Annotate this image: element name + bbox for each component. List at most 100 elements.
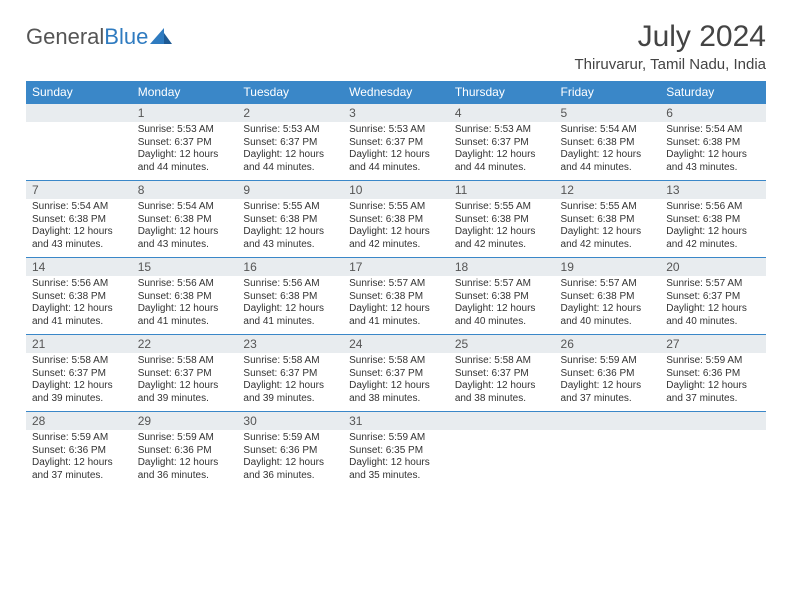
- day-line: Sunrise: 5:53 AM: [349, 124, 443, 137]
- day-content: Sunrise: 5:55 AMSunset: 6:38 PMDaylight:…: [343, 199, 449, 257]
- calendar-day-cell: 2Sunrise: 5:53 AMSunset: 6:37 PMDaylight…: [237, 104, 343, 181]
- day-line: Sunrise: 5:54 AM: [32, 201, 126, 214]
- day-line: Daylight: 12 hours: [666, 149, 760, 162]
- calendar-day-cell: 23Sunrise: 5:58 AMSunset: 6:37 PMDayligh…: [237, 335, 343, 412]
- day-line: Sunset: 6:37 PM: [349, 137, 443, 150]
- day-line: and 42 minutes.: [455, 239, 549, 252]
- day-line: and 43 minutes.: [243, 239, 337, 252]
- day-content: Sunrise: 5:59 AMSunset: 6:36 PMDaylight:…: [132, 430, 238, 488]
- day-line: Sunset: 6:37 PM: [138, 137, 232, 150]
- calendar-day-cell: [449, 412, 555, 489]
- day-number: 28: [26, 412, 132, 430]
- day-line: Sunset: 6:37 PM: [32, 368, 126, 381]
- calendar-day-cell: [26, 104, 132, 181]
- day-line: and 37 minutes.: [32, 470, 126, 483]
- day-line: and 41 minutes.: [138, 316, 232, 329]
- day-line: Sunset: 6:38 PM: [138, 214, 232, 227]
- day-line: and 40 minutes.: [561, 316, 655, 329]
- day-line: and 44 minutes.: [243, 162, 337, 175]
- day-content: Sunrise: 5:57 AMSunset: 6:37 PMDaylight:…: [660, 276, 766, 334]
- day-line: Sunset: 6:38 PM: [138, 291, 232, 304]
- weekday-header: Wednesday: [343, 81, 449, 104]
- day-line: and 43 minutes.: [138, 239, 232, 252]
- day-content: Sunrise: 5:54 AMSunset: 6:38 PMDaylight:…: [660, 122, 766, 180]
- day-line: Sunset: 6:38 PM: [32, 291, 126, 304]
- day-line: Daylight: 12 hours: [561, 226, 655, 239]
- day-line: Daylight: 12 hours: [243, 226, 337, 239]
- day-line: and 37 minutes.: [561, 393, 655, 406]
- calendar-day-cell: 31Sunrise: 5:59 AMSunset: 6:35 PMDayligh…: [343, 412, 449, 489]
- day-number: [660, 412, 766, 430]
- day-line: Daylight: 12 hours: [561, 303, 655, 316]
- weekday-header: Monday: [132, 81, 238, 104]
- day-line: Sunrise: 5:58 AM: [32, 355, 126, 368]
- logo: GeneralBlue: [26, 24, 172, 50]
- day-content: Sunrise: 5:59 AMSunset: 6:36 PMDaylight:…: [237, 430, 343, 488]
- day-line: Daylight: 12 hours: [243, 303, 337, 316]
- calendar-day-cell: 3Sunrise: 5:53 AMSunset: 6:37 PMDaylight…: [343, 104, 449, 181]
- day-line: Daylight: 12 hours: [455, 380, 549, 393]
- day-content: Sunrise: 5:57 AMSunset: 6:38 PMDaylight:…: [449, 276, 555, 334]
- day-line: and 44 minutes.: [349, 162, 443, 175]
- day-content: Sunrise: 5:57 AMSunset: 6:38 PMDaylight:…: [555, 276, 661, 334]
- day-line: Sunset: 6:37 PM: [666, 291, 760, 304]
- day-content: Sunrise: 5:58 AMSunset: 6:37 PMDaylight:…: [343, 353, 449, 411]
- day-line: and 41 minutes.: [349, 316, 443, 329]
- day-line: Sunset: 6:37 PM: [243, 137, 337, 150]
- day-line: Sunset: 6:37 PM: [455, 137, 549, 150]
- day-line: and 44 minutes.: [138, 162, 232, 175]
- day-line: Sunset: 6:36 PM: [32, 445, 126, 458]
- calendar-day-cell: 15Sunrise: 5:56 AMSunset: 6:38 PMDayligh…: [132, 258, 238, 335]
- day-number: 12: [555, 181, 661, 199]
- day-line: and 44 minutes.: [455, 162, 549, 175]
- day-line: Sunrise: 5:59 AM: [243, 432, 337, 445]
- day-line: Sunrise: 5:56 AM: [666, 201, 760, 214]
- day-line: Daylight: 12 hours: [32, 380, 126, 393]
- day-line: Sunrise: 5:58 AM: [349, 355, 443, 368]
- day-number: 21: [26, 335, 132, 353]
- day-content: Sunrise: 5:59 AMSunset: 6:36 PMDaylight:…: [660, 353, 766, 411]
- logo-text-part2: Blue: [104, 24, 148, 50]
- day-number: 14: [26, 258, 132, 276]
- day-line: Sunset: 6:38 PM: [243, 214, 337, 227]
- day-line: Sunset: 6:37 PM: [243, 368, 337, 381]
- day-number: 2: [237, 104, 343, 122]
- day-number: 5: [555, 104, 661, 122]
- day-line: Daylight: 12 hours: [349, 303, 443, 316]
- day-number: [555, 412, 661, 430]
- day-line: Daylight: 12 hours: [349, 149, 443, 162]
- day-line: Sunrise: 5:55 AM: [349, 201, 443, 214]
- day-line: and 41 minutes.: [243, 316, 337, 329]
- day-line: Daylight: 12 hours: [666, 380, 760, 393]
- day-content: Sunrise: 5:53 AMSunset: 6:37 PMDaylight:…: [237, 122, 343, 180]
- day-content: Sunrise: 5:56 AMSunset: 6:38 PMDaylight:…: [132, 276, 238, 334]
- day-line: and 39 minutes.: [243, 393, 337, 406]
- day-number: 4: [449, 104, 555, 122]
- day-content: Sunrise: 5:56 AMSunset: 6:38 PMDaylight:…: [26, 276, 132, 334]
- day-content: Sunrise: 5:54 AMSunset: 6:38 PMDaylight:…: [132, 199, 238, 257]
- day-line: Sunset: 6:37 PM: [455, 368, 549, 381]
- day-number: 20: [660, 258, 766, 276]
- calendar-day-cell: 13Sunrise: 5:56 AMSunset: 6:38 PMDayligh…: [660, 181, 766, 258]
- day-number: 1: [132, 104, 238, 122]
- day-line: Daylight: 12 hours: [455, 226, 549, 239]
- day-line: Daylight: 12 hours: [138, 149, 232, 162]
- day-line: Sunrise: 5:58 AM: [243, 355, 337, 368]
- day-content: Sunrise: 5:53 AMSunset: 6:37 PMDaylight:…: [132, 122, 238, 180]
- day-line: and 38 minutes.: [455, 393, 549, 406]
- day-line: Sunrise: 5:57 AM: [349, 278, 443, 291]
- day-line: Sunrise: 5:54 AM: [666, 124, 760, 137]
- weekday-header: Saturday: [660, 81, 766, 104]
- day-content: Sunrise: 5:54 AMSunset: 6:38 PMDaylight:…: [555, 122, 661, 180]
- calendar-day-cell: 25Sunrise: 5:58 AMSunset: 6:37 PMDayligh…: [449, 335, 555, 412]
- day-line: Sunrise: 5:57 AM: [561, 278, 655, 291]
- day-line: Daylight: 12 hours: [138, 380, 232, 393]
- day-line: Sunset: 6:38 PM: [561, 291, 655, 304]
- calendar: Sunday Monday Tuesday Wednesday Thursday…: [26, 81, 766, 488]
- day-number: 10: [343, 181, 449, 199]
- day-number: 29: [132, 412, 238, 430]
- day-content: [555, 430, 661, 488]
- day-content: Sunrise: 5:56 AMSunset: 6:38 PMDaylight:…: [237, 276, 343, 334]
- day-line: Sunrise: 5:59 AM: [666, 355, 760, 368]
- day-line: Sunrise: 5:59 AM: [349, 432, 443, 445]
